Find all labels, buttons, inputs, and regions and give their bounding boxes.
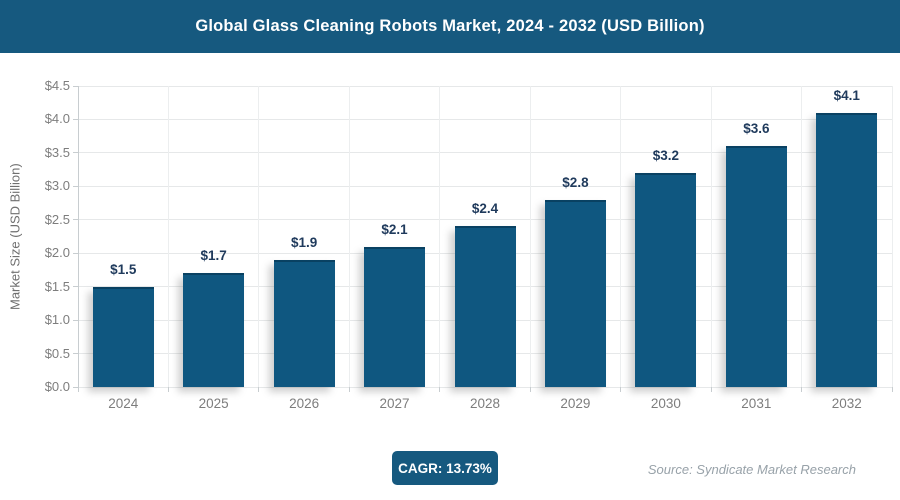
bar-value-label: $4.1	[833, 87, 860, 103]
bar-value-label: $3.2	[652, 147, 680, 163]
y-tick-mark	[73, 286, 78, 288]
bar-value-label: $1.9	[290, 234, 318, 250]
x-tick-mark	[710, 387, 712, 392]
y-tick-mark	[73, 185, 78, 187]
x-category-label: 2032	[831, 396, 862, 411]
y-tick-mark	[73, 85, 78, 87]
bar	[635, 172, 697, 387]
bar-value-label: $2.8	[562, 174, 589, 190]
y-gridline	[78, 386, 892, 388]
y-tick-label: $0.5	[44, 345, 70, 361]
x-gridline	[258, 86, 260, 387]
x-category-label: 2031	[741, 396, 772, 411]
y-tick-mark	[73, 386, 78, 388]
x-gridline	[439, 86, 441, 387]
x-category-label: 2025	[198, 396, 229, 411]
x-tick-mark	[891, 387, 893, 392]
y-tick-mark	[73, 319, 78, 321]
y-tick-label: $3.0	[44, 178, 70, 194]
bar-value-label: $2.1	[381, 221, 408, 237]
y-tick-label: $1.0	[44, 312, 70, 328]
y-tick-mark	[73, 152, 78, 154]
bar	[364, 246, 426, 387]
plot-area: $0.0 $0.5 $1.0 $1.5 $2.0 $2.5 $3.0 $3.5 $4.0 $4.5…	[45, 78, 893, 411]
bar	[454, 226, 516, 387]
x-tick-mark	[439, 387, 441, 392]
x-gridline	[348, 86, 350, 387]
chart-title: Global Glass Cleaning Robots Market, 202…	[195, 17, 705, 35]
chart-title-bar: Global Glass Cleaning Robots Market, 202…	[0, 0, 900, 53]
x-tick-mark	[529, 387, 531, 392]
bar-value-label: $2.4	[471, 201, 499, 217]
y-tick-mark	[73, 353, 78, 355]
x-category-label: 2029	[560, 396, 591, 411]
y-gridline	[78, 85, 892, 87]
bar	[92, 286, 154, 387]
bar-value-label: $1.7	[200, 248, 227, 264]
x-tick-mark	[258, 387, 260, 392]
x-tick-mark	[620, 387, 622, 392]
x-tick-mark	[348, 387, 350, 392]
x-gridline	[529, 86, 531, 387]
x-gridline	[620, 86, 622, 387]
y-axis-title: Market Size (USD Billion)	[7, 163, 23, 310]
x-category-label: 2026	[289, 396, 320, 411]
x-tick-mark	[801, 387, 803, 392]
y-tick-label: $0.0	[44, 379, 70, 394]
bar	[816, 112, 878, 387]
y-tick-label: $4.5	[44, 78, 70, 93]
y-tick-label: $4.0	[44, 111, 70, 127]
source-credit: Source: Syndicate Market Research	[647, 462, 856, 477]
y-tick-mark	[73, 252, 78, 254]
x-category-label: 2030	[650, 396, 681, 411]
x-gridline	[801, 86, 803, 387]
y-tick-mark	[73, 219, 78, 221]
y-tick-label: $1.5	[44, 278, 70, 294]
y-tick-mark	[73, 118, 78, 120]
y-axis-line	[78, 86, 79, 387]
bar-value-label: $3.6	[743, 121, 770, 137]
bar	[544, 199, 606, 387]
cagr-badge: CAGR: 13.73%	[392, 451, 498, 485]
x-category-label: 2028	[469, 396, 501, 411]
bar	[273, 259, 335, 387]
y-gridline	[78, 118, 892, 120]
y-tick-label: $2.5	[44, 211, 70, 227]
y-gridline	[78, 185, 892, 187]
x-category-label: 2024	[108, 396, 139, 411]
bar	[183, 273, 245, 387]
x-gridline	[891, 86, 893, 387]
y-tick-label: $3.5	[44, 144, 70, 160]
bar	[725, 146, 787, 387]
y-gridline	[78, 219, 892, 221]
bar-value-label: $1.5	[110, 261, 137, 277]
y-tick-label: $2.0	[44, 245, 70, 261]
x-gridline	[167, 86, 169, 387]
y-gridline	[78, 152, 892, 154]
x-tick-mark	[167, 387, 169, 392]
x-category-label: 2027	[379, 396, 410, 411]
x-gridline	[710, 86, 712, 387]
x-tick-mark	[77, 387, 79, 392]
bar-chart: Market Size (USD Billion) $0.0 $0.5 $1.0 $1…	[0, 53, 900, 438]
